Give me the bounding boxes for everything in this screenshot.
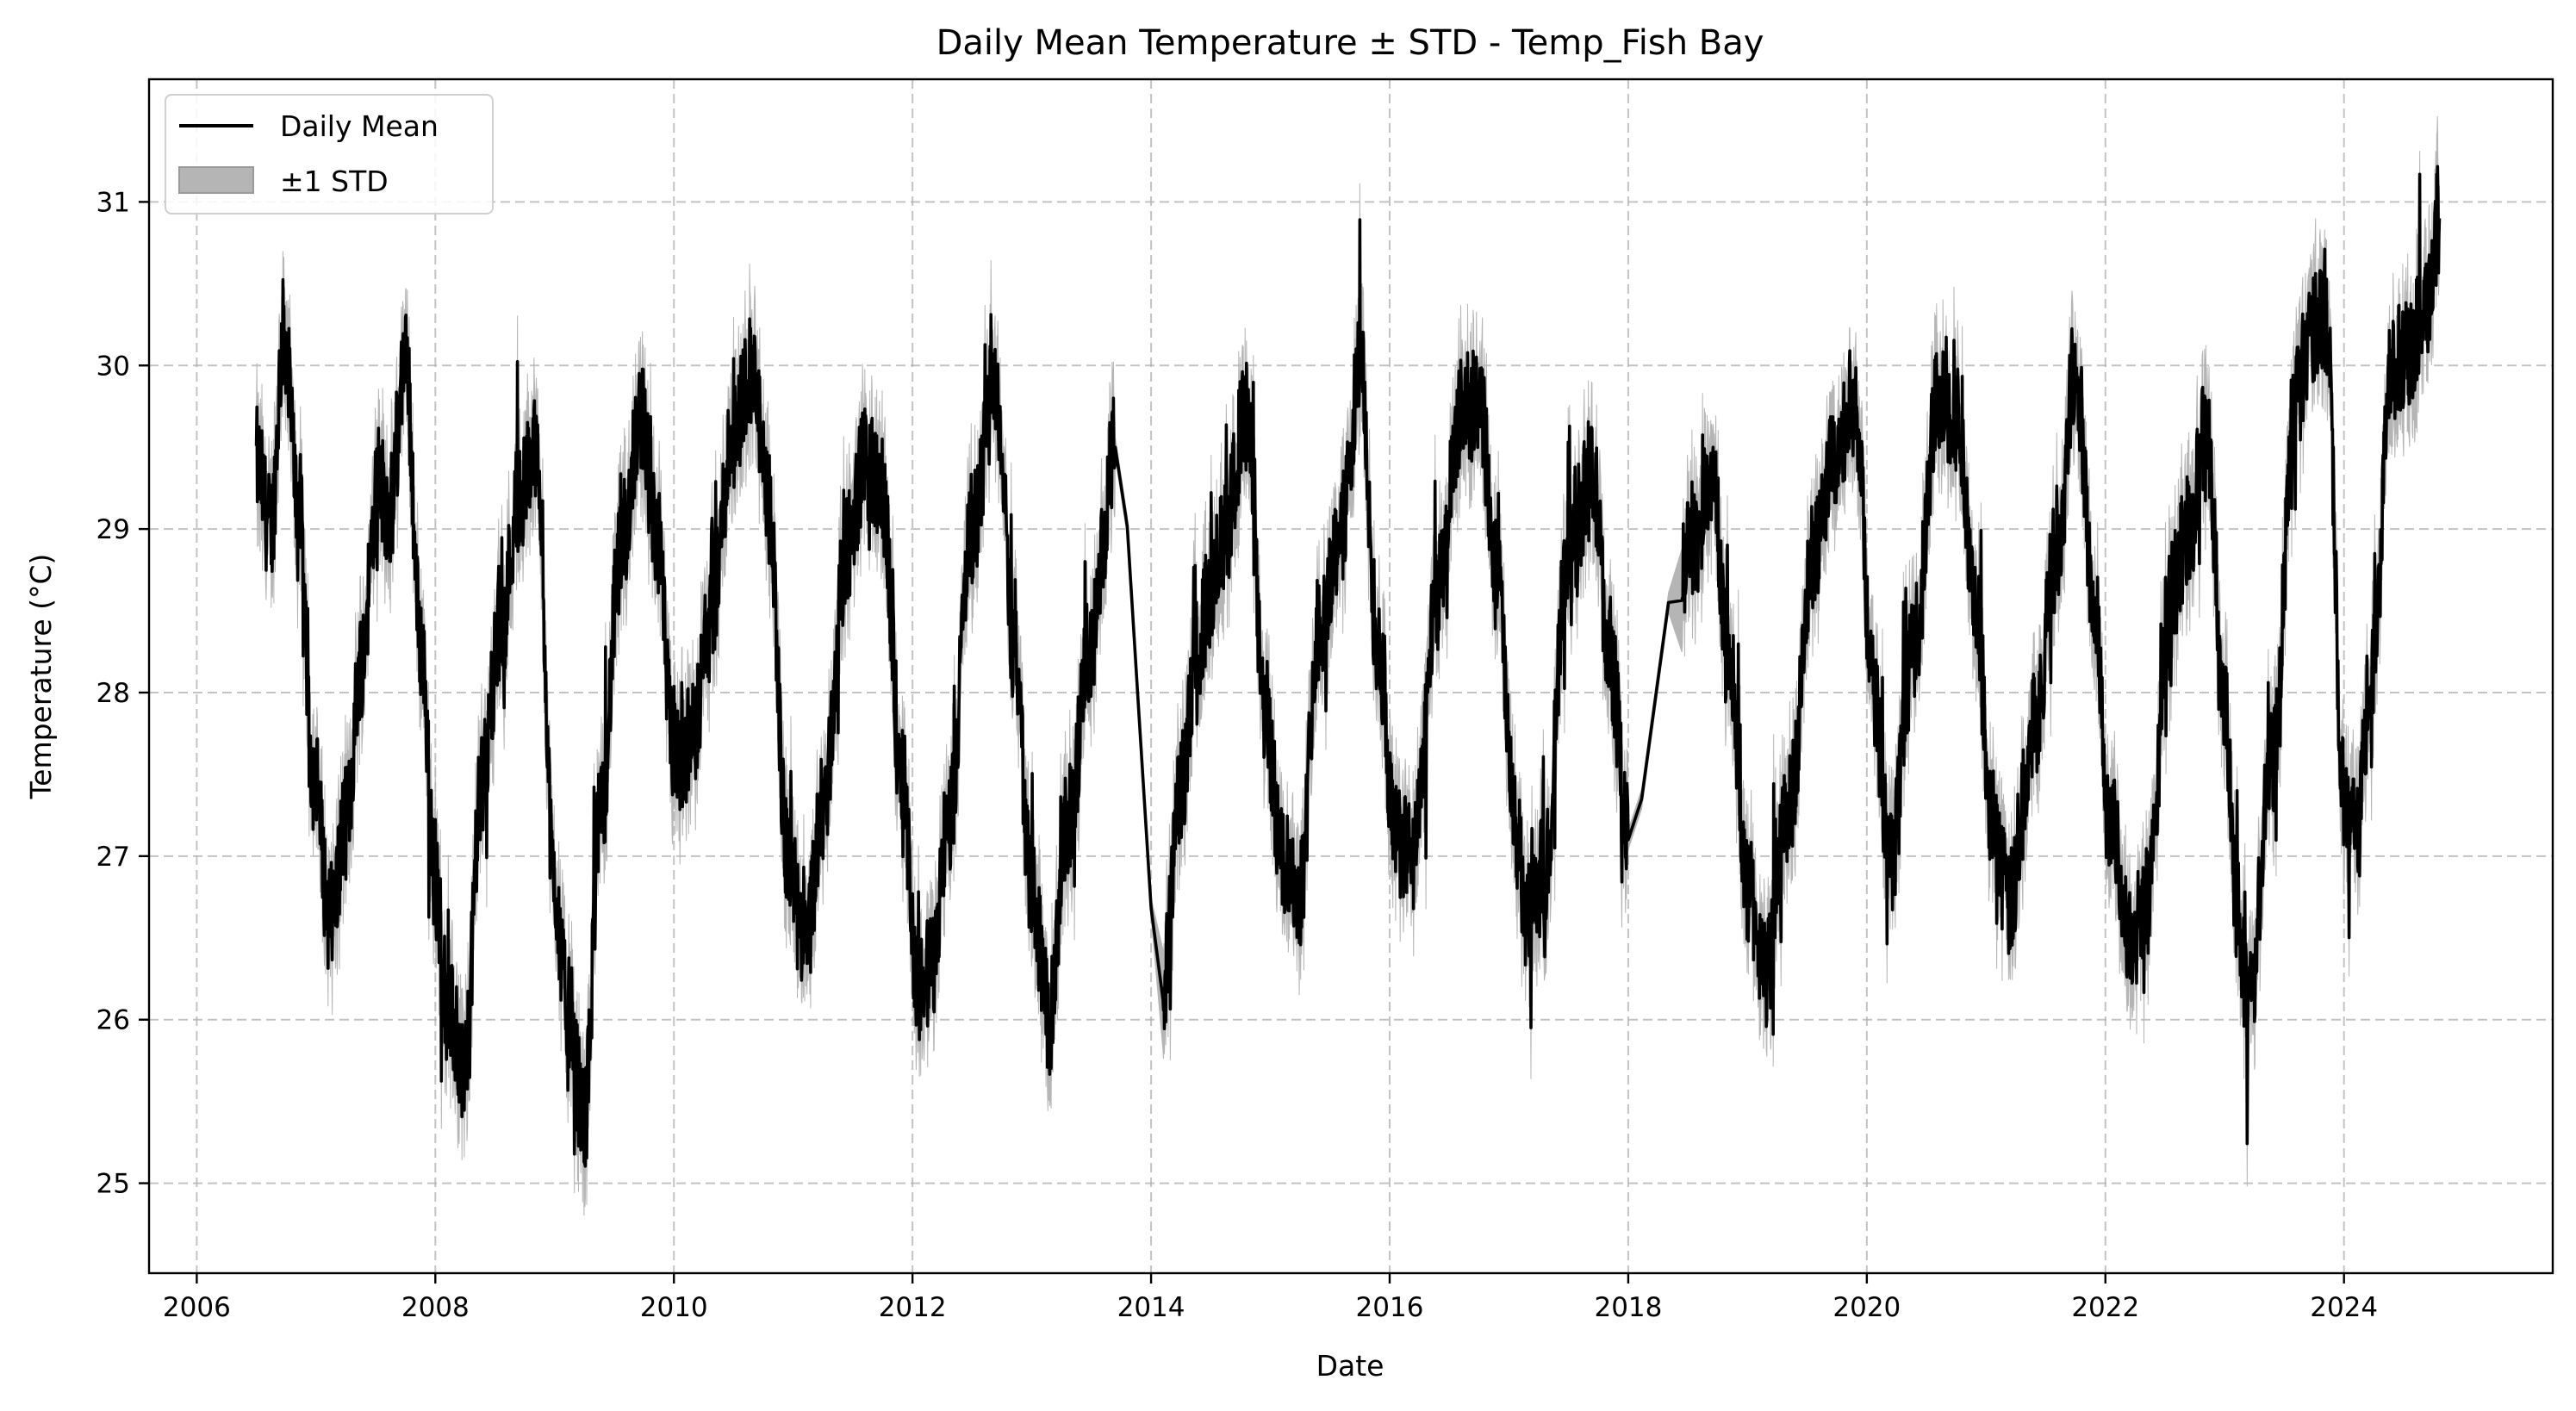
y-tick-label: 25 [96,1169,130,1200]
y-tick-label: 26 [96,1005,130,1036]
y-tick-label: 28 [96,678,130,709]
y-tick-label: 30 [96,351,130,382]
x-tick-label: 2010 [640,1292,708,1323]
y-axis: 25 26 27 28 29 30 31 [96,187,149,1200]
legend: Daily Mean ±1 STD [165,94,494,214]
x-axis-title: Date [1316,1349,1384,1383]
x-tick-label: 2016 [1356,1292,1424,1323]
x-tick-label: 2022 [2071,1292,2139,1323]
x-axis: 2006 2008 2010 2012 2014 2016 2018 2020 2022 2024 [163,1273,2378,1323]
legend-label-daily-mean: Daily Mean [280,109,439,143]
x-tick-label: 2012 [879,1292,947,1323]
y-tick-label: 27 [96,842,130,873]
y-tick-label: 31 [96,187,130,218]
legend-band-swatch [178,166,254,194]
daily-mean-line [254,165,2442,1168]
grid [149,79,2553,1273]
x-tick-label: 2008 [401,1292,470,1323]
plot-frame [147,78,2554,1275]
legend-label-std: ±1 STD [280,165,389,198]
x-tick-label: 2014 [1117,1292,1185,1323]
chart-title: Daily Mean Temperature ± STD - Temp_Fish… [936,23,1764,63]
y-tick-label: 29 [96,514,130,545]
x-tick-label: 2024 [2310,1292,2378,1323]
mean-line-layer [254,165,2442,1168]
x-tick-label: 2018 [1594,1292,1662,1323]
y-axis-title: Temperature (°C) [24,554,58,800]
x-tick-label: 2006 [163,1292,231,1323]
x-tick-label: 2020 [1832,1292,1901,1323]
